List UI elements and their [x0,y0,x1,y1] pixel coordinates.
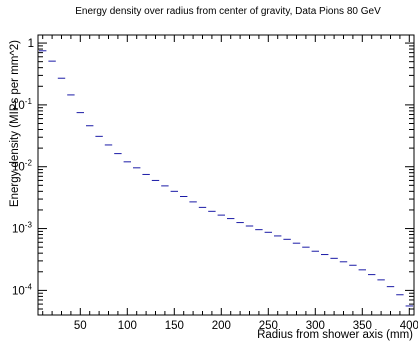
x-tick-label: 200 [212,320,231,332]
y-axis-title: Energy density (MIPs per mm^2) [9,40,21,207]
y-axis: 1 10-1 10-2 10-3 10-4 [12,38,414,316]
x-tick-label: 250 [259,320,278,332]
y-tick-label: 1 [28,38,34,50]
y-tick-label: 10-3 [12,221,32,236]
data-series [39,50,413,307]
x-tick-label: 300 [306,320,325,332]
y-tick-label: 10-2 [12,159,32,174]
chart-title: Energy density over radius from center o… [75,6,381,17]
y-tick-label: 10-4 [12,282,32,297]
x-tick-label: 100 [118,320,137,332]
x-axis-title: Radius from shower axis (mm) [257,329,413,341]
plot-frame [37,34,415,316]
y-tick-label: 10-1 [12,97,32,112]
x-tick-label: 150 [165,320,184,332]
x-tick-label: 400 [400,320,418,332]
x-tick-label: 50 [74,320,87,332]
x-axis: 50 100 150 200 250 300 350 400 [42,35,418,332]
x-tick-label: 350 [353,320,372,332]
